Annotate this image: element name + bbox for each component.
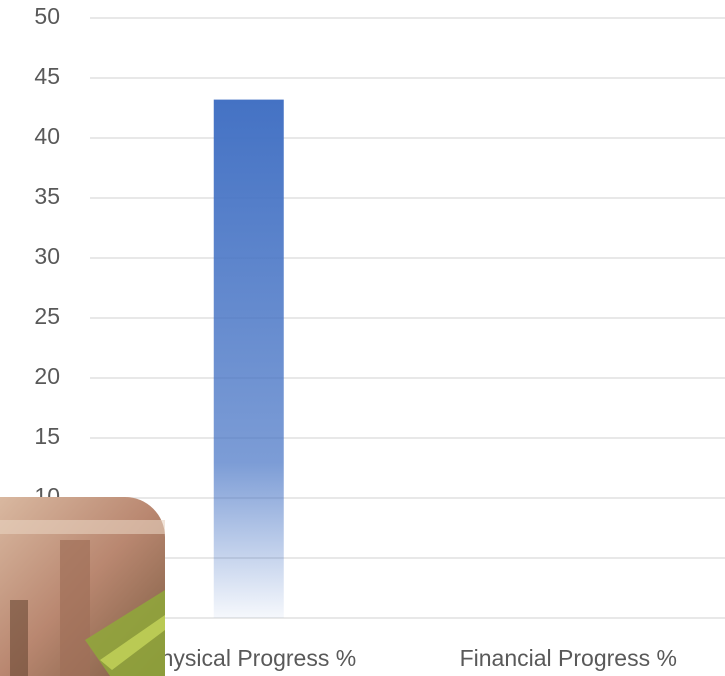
y-tick-label: 30 (34, 243, 60, 269)
x-tick-label: Physical Progress % (145, 645, 356, 671)
y-tick-label: 50 (34, 3, 60, 29)
photo-overlay (0, 497, 165, 676)
y-tick-label: 45 (34, 63, 60, 89)
y-tick-label: 15 (34, 423, 60, 449)
bar (213, 99, 284, 619)
plot-area: 05101520253035404550Physical Progress %F… (34, 3, 725, 671)
y-tick-label: 40 (34, 123, 60, 149)
y-tick-label: 25 (34, 303, 60, 329)
x-tick-label: Financial Progress % (460, 645, 677, 671)
y-tick-label: 35 (34, 183, 60, 209)
y-tick-label: 20 (34, 363, 60, 389)
